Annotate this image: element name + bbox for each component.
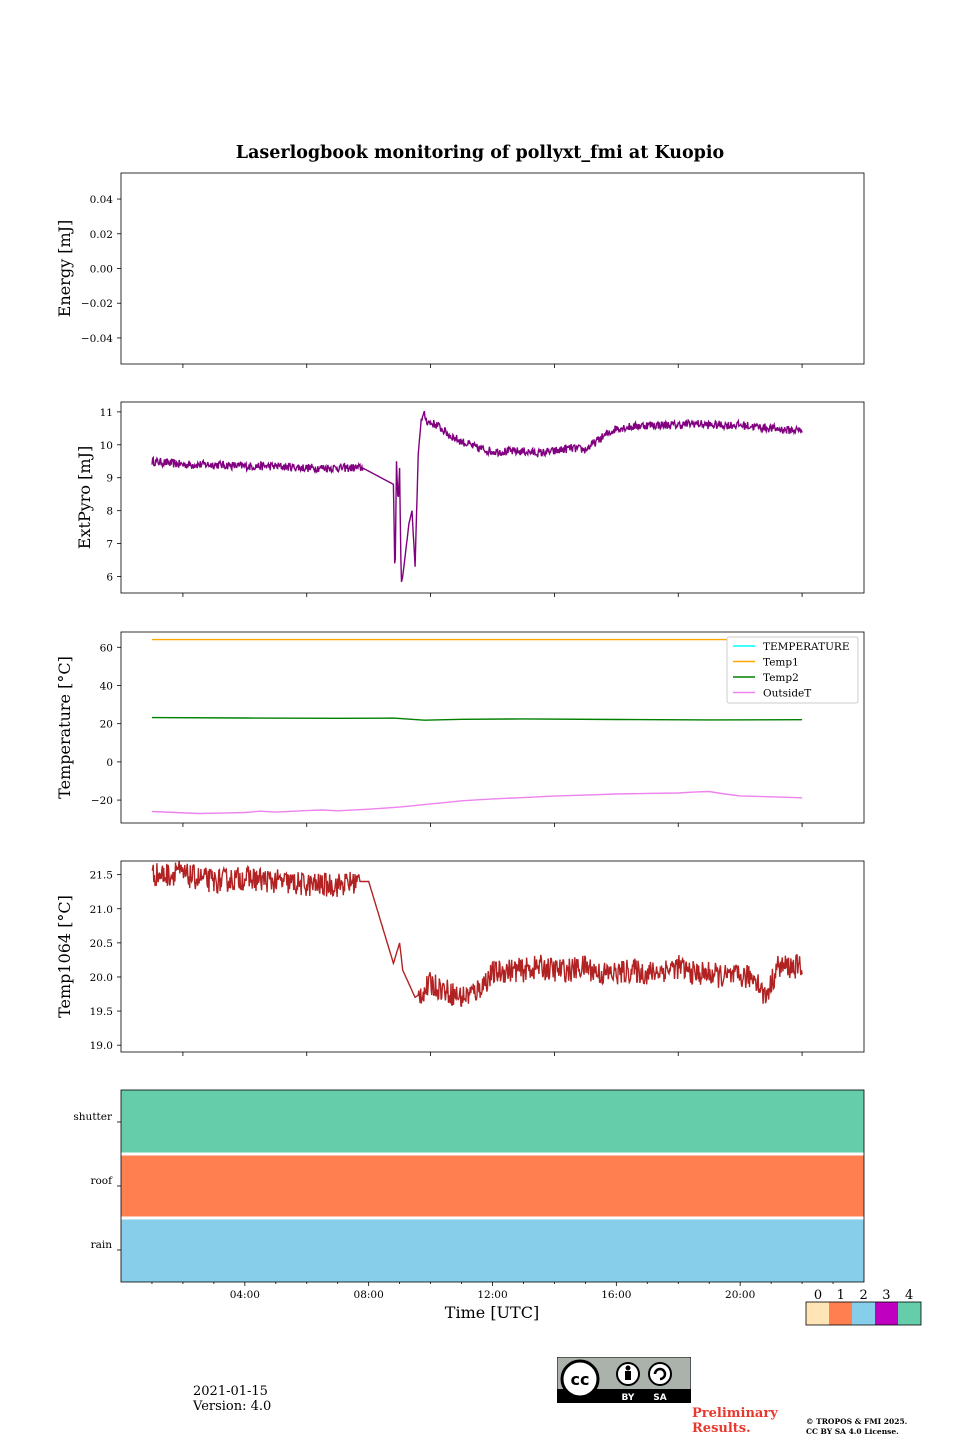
ytick-label: 20 <box>100 719 113 731</box>
chart-title: Laserlogbook monitoring of pollyxt_fmi a… <box>236 143 724 163</box>
x-axis-label: Time [UTC] <box>445 1303 539 1322</box>
colorbar-cell-0 <box>806 1302 829 1325</box>
date-label: 2021-01-15 <box>193 1384 268 1399</box>
colorbar-label: 4 <box>905 1288 913 1303</box>
colorbar-frame <box>805 1301 922 1326</box>
colorbar-label: 2 <box>859 1288 867 1303</box>
ytick-label: 21.0 <box>90 904 113 916</box>
preliminary-line-1: Preliminary <box>692 1406 778 1421</box>
colorbar-cell-2 <box>852 1302 875 1325</box>
panel-energy: 0.04 0.02 0.00 −0.02 −0.04 Energy [mJ] <box>55 172 865 368</box>
panel-temperature: 60 40 20 0 −20 Temperature [°C] TEMPERATURE Tem… <box>55 631 865 827</box>
xtick-label: 12:00 <box>477 1289 507 1301</box>
ytick-label: 40 <box>100 680 113 692</box>
series-extpyro <box>151 410 803 582</box>
legend-box <box>726 636 859 704</box>
axes-frame <box>120 860 865 1053</box>
ytick-label: 0.04 <box>90 194 114 206</box>
ytick-label: 10 <box>100 440 113 452</box>
ytick-label: 0.00 <box>90 264 113 276</box>
colorbar-label: 3 <box>882 1288 890 1303</box>
ytick-label: 20.0 <box>90 972 113 984</box>
ytick-label: 19.5 <box>90 1006 113 1018</box>
legend-entry: Temp1 <box>763 657 799 669</box>
ytick-label: 8 <box>106 506 113 518</box>
panel-status: shutter roof rain 04:00 08:00 12:00 16:00 20:00 <box>73 1089 865 1301</box>
cc-license-badge: cc BY SA <box>557 1357 691 1403</box>
share-alike-icon <box>648 1362 672 1386</box>
copyright-line-2: CC BY SA 4.0 License. <box>806 1427 899 1436</box>
ytick-label: 11 <box>100 407 113 419</box>
row-label: rain <box>91 1239 113 1251</box>
colorbar-cell-1 <box>829 1302 852 1325</box>
legend-entry: Temp2 <box>763 672 799 684</box>
colorbar-cell-4 <box>898 1302 921 1325</box>
ylabel-energy: Energy [mJ] <box>55 220 74 318</box>
row-label: shutter <box>73 1111 113 1123</box>
ylabel-extpyro: ExtPyro [mJ] <box>75 446 94 549</box>
ytick-label: 9 <box>106 473 113 485</box>
xtick-label: 08:00 <box>354 1289 384 1301</box>
status-row-roof <box>121 1154 864 1218</box>
xtick-label: 04:00 <box>230 1289 260 1301</box>
axes-frame <box>120 1089 865 1283</box>
version-label: Version: 4.0 <box>193 1399 272 1414</box>
ytick-label: −20 <box>91 795 113 807</box>
ytick-label: 0.02 <box>90 229 113 241</box>
legend-entry: OutsideT <box>763 688 811 700</box>
axes-frame <box>120 401 865 594</box>
ylabel-temperature: Temperature [°C] <box>55 656 74 799</box>
badge-by-text: BY <box>622 1393 635 1403</box>
series-outsidet <box>151 790 803 815</box>
copyright-note: © TROPOS & FMI 2025. CC BY SA 4.0 Licens… <box>806 1417 907 1437</box>
legend: TEMPERATURE Temp1 Temp2 OutsideT <box>726 636 859 704</box>
svg-text:cc: cc <box>571 1370 590 1389</box>
cc-logo-icon <box>560 1359 600 1399</box>
copyright-line-1: © TROPOS & FMI 2025. <box>806 1417 908 1426</box>
preliminary-note: Preliminary Results. <box>692 1406 778 1436</box>
xtick-label: 16:00 <box>601 1289 631 1301</box>
colorbar-label: 1 <box>837 1288 845 1303</box>
ytick-label: 20.5 <box>90 938 113 950</box>
ytick-label: 6 <box>106 572 113 584</box>
colorbar-label: 0 <box>814 1288 822 1303</box>
ytick-label: −0.02 <box>81 298 113 310</box>
axes-frame <box>120 631 865 824</box>
panel-temp1064: 21.5 21.0 20.5 20.0 19.5 19.0 Temp1064 [°C] <box>55 860 865 1056</box>
ylabel-temp1064: Temp1064 [°C] <box>55 895 74 1018</box>
colorbar-cell-3 <box>875 1302 898 1325</box>
status-row-shutter <box>121 1090 864 1154</box>
date-version: 2021-01-15 Version: 4.0 <box>193 1384 271 1414</box>
ytick-label: 0 <box>106 757 113 769</box>
badge-sa-text: SA <box>653 1393 666 1403</box>
status-row-rain <box>121 1218 864 1282</box>
axes-frame <box>120 172 865 365</box>
panel-extpyro: 11 10 9 8 7 6 ExtPyro [mJ] <box>75 401 865 597</box>
preliminary-line-2: Results. <box>692 1421 751 1436</box>
ytick-label: 21.5 <box>90 870 113 882</box>
row-label: roof <box>90 1175 113 1187</box>
ytick-label: −0.04 <box>81 333 113 345</box>
legend-entry: TEMPERATURE <box>763 641 850 653</box>
ytick-label: 60 <box>100 642 113 654</box>
series-temp2 <box>151 716 803 721</box>
series-temp1064 <box>151 861 803 1007</box>
xtick-label: 20:00 <box>725 1289 755 1301</box>
ytick-label: 19.0 <box>90 1040 113 1052</box>
ytick-label: 7 <box>106 539 113 551</box>
